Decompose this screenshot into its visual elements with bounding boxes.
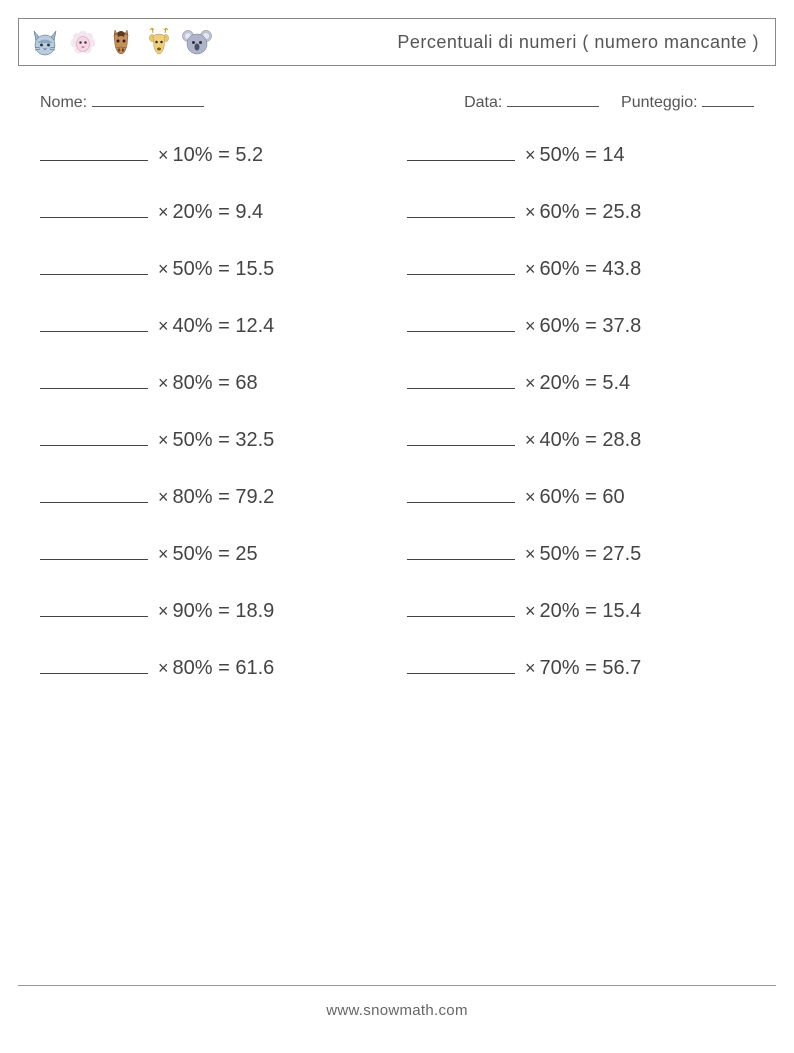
answer-blank[interactable] bbox=[407, 254, 515, 275]
info-line: Nome: Data: Punteggio: bbox=[18, 90, 776, 112]
problem-expression: ×40% = 28.8 bbox=[521, 429, 641, 452]
date-score-group: Data: Punteggio: bbox=[464, 90, 754, 112]
problem-expression: ×10% = 5.2 bbox=[154, 144, 263, 167]
cat-icon bbox=[29, 26, 61, 58]
problem-expression: ×80% = 79.2 bbox=[154, 486, 274, 509]
problem-row: ×20% = 9.4 bbox=[40, 197, 387, 224]
answer-blank[interactable] bbox=[40, 596, 148, 617]
date-label: Data: bbox=[464, 94, 502, 111]
footer-url: www.snowmath.com bbox=[0, 1002, 794, 1019]
problem-row: ×60% = 25.8 bbox=[407, 197, 754, 224]
problem-expression: ×40% = 12.4 bbox=[154, 315, 274, 338]
footer: www.snowmath.com bbox=[0, 985, 794, 1019]
problem-row: ×20% = 5.4 bbox=[407, 368, 754, 395]
answer-blank[interactable] bbox=[407, 653, 515, 674]
problem-row: ×80% = 61.6 bbox=[40, 653, 387, 680]
problem-row: ×20% = 15.4 bbox=[407, 596, 754, 623]
name-blank[interactable] bbox=[92, 90, 204, 107]
answer-blank[interactable] bbox=[407, 539, 515, 560]
worksheet-title: Percentuali di numeri ( numero mancante … bbox=[213, 32, 765, 53]
answer-blank[interactable] bbox=[40, 653, 148, 674]
koala-icon bbox=[181, 26, 213, 58]
problem-expression: ×20% = 5.4 bbox=[521, 372, 630, 395]
problem-row: ×40% = 12.4 bbox=[40, 311, 387, 338]
problem-row: ×40% = 28.8 bbox=[407, 425, 754, 452]
problem-row: ×50% = 27.5 bbox=[407, 539, 754, 566]
problem-row: ×60% = 60 bbox=[407, 482, 754, 509]
answer-blank[interactable] bbox=[40, 368, 148, 389]
problem-expression: ×50% = 25 bbox=[154, 543, 258, 566]
problem-row: ×70% = 56.7 bbox=[407, 653, 754, 680]
problem-row: ×60% = 43.8 bbox=[407, 254, 754, 281]
answer-blank[interactable] bbox=[407, 311, 515, 332]
horse-icon bbox=[105, 26, 137, 58]
answer-blank[interactable] bbox=[40, 311, 148, 332]
header-box: Percentuali di numeri ( numero mancante … bbox=[18, 18, 776, 66]
animal-icons-row bbox=[29, 26, 213, 58]
problems-grid: ×10% = 5.2 ×50% = 14 ×20% = 9.4 ×60% = 25.8… bbox=[18, 140, 776, 680]
score-blank[interactable] bbox=[702, 90, 754, 107]
name-label: Nome: bbox=[40, 94, 87, 111]
name-field: Nome: bbox=[40, 90, 464, 112]
problem-row: ×80% = 79.2 bbox=[40, 482, 387, 509]
deer-icon bbox=[143, 26, 175, 58]
problem-expression: ×80% = 68 bbox=[154, 372, 258, 395]
problem-expression: ×20% = 15.4 bbox=[521, 600, 641, 623]
footer-divider bbox=[18, 985, 776, 986]
answer-blank[interactable] bbox=[40, 425, 148, 446]
answer-blank[interactable] bbox=[407, 596, 515, 617]
answer-blank[interactable] bbox=[40, 539, 148, 560]
score-label: Punteggio: bbox=[621, 94, 698, 111]
problem-expression: ×70% = 56.7 bbox=[521, 657, 641, 680]
answer-blank[interactable] bbox=[407, 482, 515, 503]
problem-expression: ×50% = 32.5 bbox=[154, 429, 274, 452]
problem-row: ×50% = 25 bbox=[40, 539, 387, 566]
problem-row: ×50% = 14 bbox=[407, 140, 754, 167]
problem-expression: ×20% = 9.4 bbox=[154, 201, 263, 224]
answer-blank[interactable] bbox=[40, 482, 148, 503]
sheep-icon bbox=[67, 26, 99, 58]
date-blank[interactable] bbox=[507, 90, 599, 107]
problem-row: ×50% = 32.5 bbox=[40, 425, 387, 452]
answer-blank[interactable] bbox=[40, 254, 148, 275]
answer-blank[interactable] bbox=[407, 140, 515, 161]
answer-blank[interactable] bbox=[407, 368, 515, 389]
answer-blank[interactable] bbox=[407, 425, 515, 446]
problem-row: ×90% = 18.9 bbox=[40, 596, 387, 623]
problem-expression: ×80% = 61.6 bbox=[154, 657, 274, 680]
problem-expression: ×50% = 27.5 bbox=[521, 543, 641, 566]
answer-blank[interactable] bbox=[40, 197, 148, 218]
problem-expression: ×60% = 60 bbox=[521, 486, 625, 509]
problem-expression: ×60% = 37.8 bbox=[521, 315, 641, 338]
problem-row: ×10% = 5.2 bbox=[40, 140, 387, 167]
problem-expression: ×60% = 25.8 bbox=[521, 201, 641, 224]
problem-row: ×50% = 15.5 bbox=[40, 254, 387, 281]
problem-row: ×80% = 68 bbox=[40, 368, 387, 395]
problem-expression: ×60% = 43.8 bbox=[521, 258, 641, 281]
answer-blank[interactable] bbox=[40, 140, 148, 161]
problem-expression: ×90% = 18.9 bbox=[154, 600, 274, 623]
answer-blank[interactable] bbox=[407, 197, 515, 218]
problem-expression: ×50% = 14 bbox=[521, 144, 625, 167]
problem-expression: ×50% = 15.5 bbox=[154, 258, 274, 281]
worksheet-page: Percentuali di numeri ( numero mancante … bbox=[0, 0, 794, 1053]
problem-row: ×60% = 37.8 bbox=[407, 311, 754, 338]
